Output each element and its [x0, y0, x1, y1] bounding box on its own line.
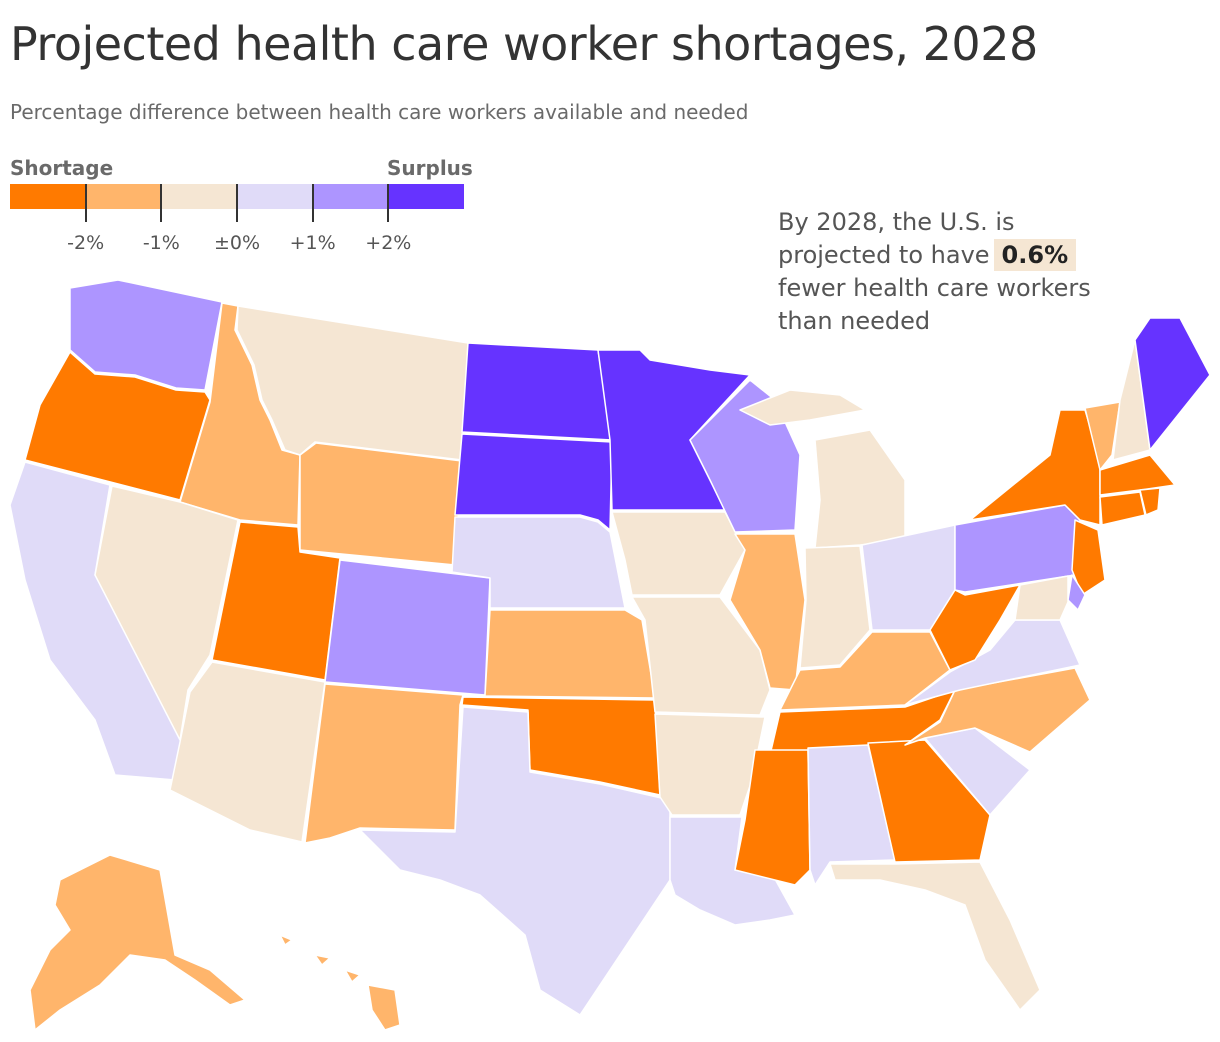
annotation-line-2: projected to have: [778, 241, 990, 269]
legend-tick-label: +1%: [289, 232, 336, 254]
state-maryland: [1014, 575, 1069, 621]
legend-swatch-1: [10, 184, 86, 209]
state-arizona: [169, 661, 326, 843]
legend-tick-label: ±0%: [213, 232, 261, 254]
legend-swatch-5: [312, 184, 389, 209]
legend-tick-mark: [236, 184, 238, 222]
chart-title: Projected health care worker shortages, …: [10, 17, 1038, 71]
annotation-highlight-value: 0.6%: [993, 239, 1077, 271]
state-north-carolina: [904, 667, 1091, 753]
legend-swatch-3: [161, 184, 238, 209]
state-hawaii: [279, 934, 401, 1031]
state-missouri: [631, 596, 771, 716]
legend-swatch-4: [237, 184, 313, 209]
state-washington: [69, 279, 223, 391]
state-louisiana: [669, 816, 796, 926]
annotation-line-4: than needed: [778, 307, 931, 335]
state-kansas: [484, 609, 656, 699]
state-nevada: [94, 485, 239, 741]
legend-tick-mark: [311, 184, 314, 222]
legend-tick-mark: [387, 184, 390, 222]
states-layer: [9, 279, 1211, 1031]
state-wyoming: [299, 442, 463, 566]
state-vermont: [1084, 401, 1121, 471]
state-delaware: [1067, 574, 1086, 611]
state-oregon: [24, 351, 211, 501]
state-alaska: [29, 854, 246, 1031]
national-annotation: By 2028, the U.S. is projected to have 0.…: [778, 206, 1138, 338]
legend-shortage-label: Shortage: [10, 156, 114, 180]
legend-swatch-2: [85, 184, 162, 209]
chart-subtitle: Percentage difference between health car…: [10, 100, 749, 124]
legend-tick-label: +2%: [365, 232, 412, 254]
state-new-jersey: [1071, 519, 1106, 596]
state-indiana: [799, 545, 871, 669]
state-utah: [211, 521, 341, 681]
state-connecticut: [1099, 491, 1146, 526]
annotation-line-3: fewer health care workers: [778, 274, 1091, 302]
state-florida: [829, 861, 1041, 1011]
state-illinois: [729, 533, 806, 691]
state-colorado: [324, 559, 491, 696]
us-state-map: [9, 279, 1211, 1031]
state-arkansas: [654, 713, 766, 816]
state-north-dakota: [461, 342, 613, 441]
state-rhode-island: [1139, 487, 1161, 516]
legend-tick-label: -1%: [142, 232, 180, 254]
annotation-line-1: By 2028, the U.S. is: [778, 208, 1015, 236]
state-new-york: [969, 409, 1101, 526]
legend-surplus-label: Surplus: [387, 156, 473, 180]
color-legend: Shortage Surplus -2% -1% ±0% +1% +2%: [10, 156, 473, 266]
state-maine: [1134, 317, 1211, 451]
state-texas: [359, 706, 671, 1016]
state-massachusetts: [1099, 454, 1176, 496]
legend-tick-label: -2%: [67, 232, 105, 254]
state-south-dakota: [454, 433, 613, 531]
legend-tick-mark: [84, 184, 87, 222]
state-iowa: [611, 511, 746, 596]
state-new-mexico: [304, 683, 464, 844]
legend-tick-mark: [160, 184, 163, 222]
state-nebraska: [451, 516, 626, 609]
legend-color-bar: [10, 184, 465, 209]
legend-swatch-6: [388, 184, 465, 209]
